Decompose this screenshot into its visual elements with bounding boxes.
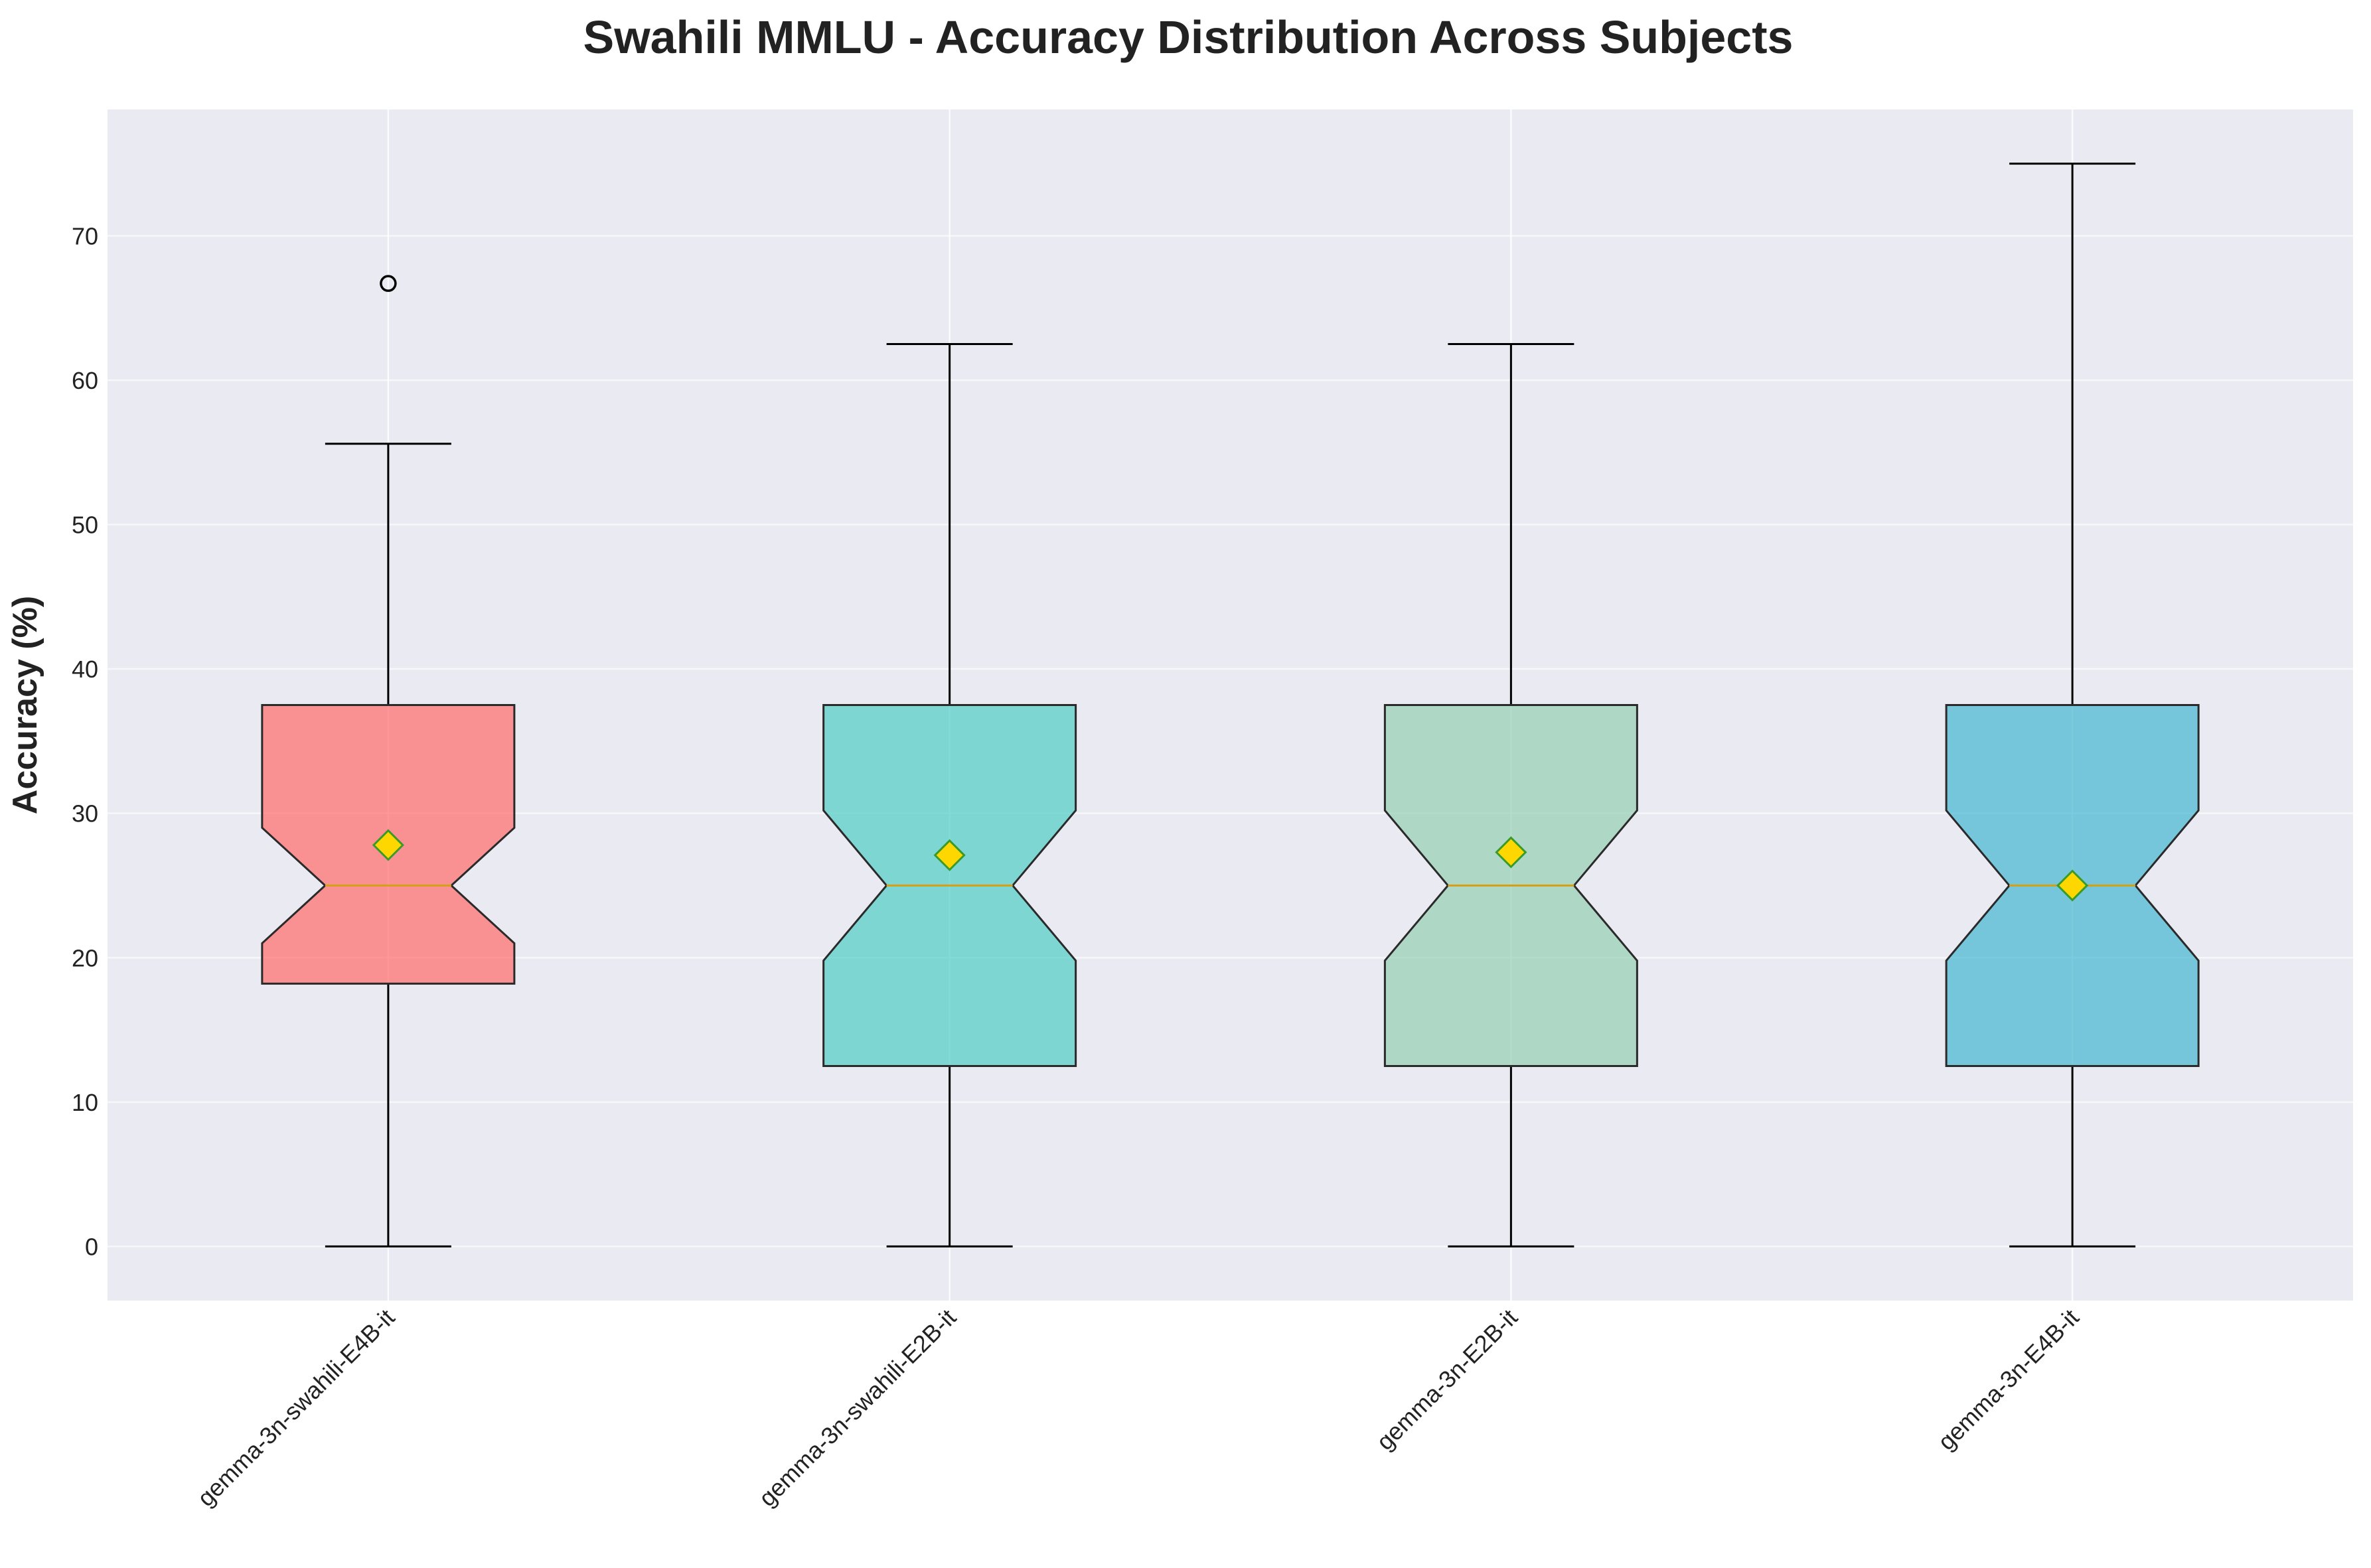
y-tick-label: 60 bbox=[72, 367, 98, 394]
y-axis-ticks: 0 10 20 30 40 50 60 70 bbox=[72, 222, 98, 1260]
y-tick-label: 10 bbox=[72, 1089, 98, 1116]
mean-marker bbox=[2056, 869, 2089, 902]
chart-title: Swahili MMLU - Accuracy Distribution Acr… bbox=[583, 11, 1794, 63]
y-tick-label: 30 bbox=[72, 800, 98, 827]
x-tick-label: gemma-3n-swahili-E4B-it bbox=[192, 1304, 400, 1512]
mean-marker bbox=[372, 829, 404, 861]
y-tick-label: 70 bbox=[72, 222, 98, 249]
outlier-point bbox=[380, 275, 397, 292]
y-tick-label: 50 bbox=[72, 512, 98, 539]
y-tick-label: 40 bbox=[72, 656, 98, 683]
box-group bbox=[261, 275, 516, 1247]
y-axis-label: Accuracy (%) bbox=[6, 596, 44, 814]
box-group bbox=[822, 343, 1077, 1247]
x-axis-ticks: gemma-3n-swahili-E4B-it gemma-3n-swahili-… bbox=[192, 1304, 2084, 1512]
box-group bbox=[1383, 343, 1638, 1247]
x-tick-label: gemma-3n-E2B-it bbox=[1371, 1304, 1523, 1455]
box-group bbox=[1945, 163, 2200, 1247]
mean-marker bbox=[933, 839, 966, 871]
y-tick-label: 0 bbox=[85, 1233, 98, 1260]
mean-marker bbox=[1495, 836, 1527, 869]
y-tick-label: 20 bbox=[72, 944, 98, 971]
x-tick-label: gemma-3n-swahili-E2B-it bbox=[753, 1304, 961, 1512]
boxes-layer bbox=[261, 163, 2200, 1247]
x-tick-label: gemma-3n-E4B-it bbox=[1932, 1304, 2084, 1455]
